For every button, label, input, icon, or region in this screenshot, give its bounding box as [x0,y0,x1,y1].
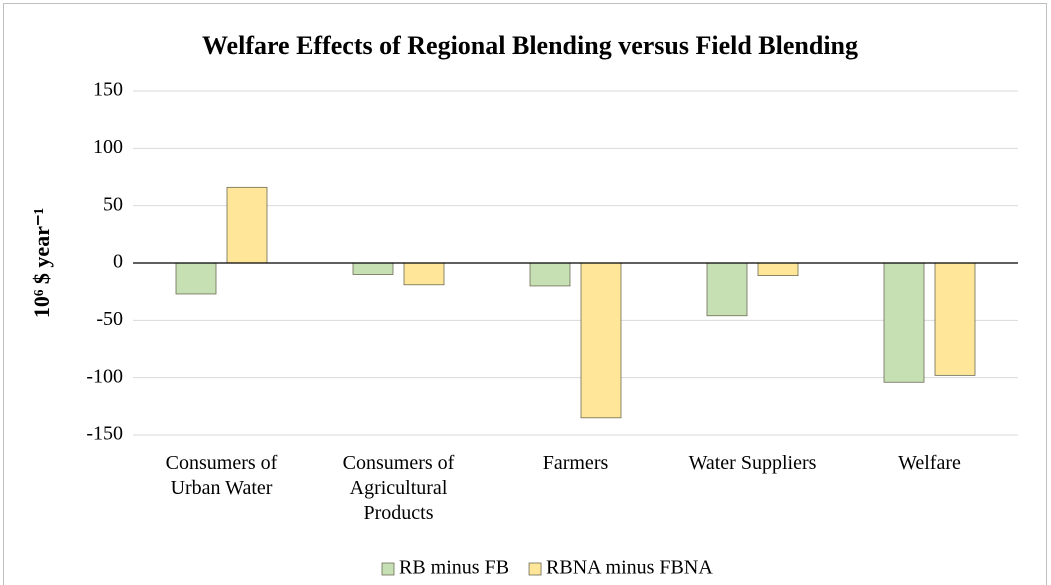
legend-label: RB minus FB [399,557,509,579]
legend-swatch [528,562,542,576]
x-tick-label: Consumers of Urban Water [165,452,278,499]
legend-swatch [381,562,395,576]
y-tick-label: -150 [86,423,123,445]
x-tick-label: Consumers of Agricultural Products [342,452,455,524]
y-tick-label: 100 [93,136,123,158]
y-tick-label: 150 [93,79,123,101]
bar [352,262,394,275]
bar [934,262,976,376]
x-tick-label: Water Suppliers [688,452,817,474]
x-tick-label: Welfare [898,452,961,474]
bar [226,186,268,264]
legend-label: RBNA minus FBNA [546,557,713,579]
bar [529,262,571,287]
bar [706,262,748,317]
y-tick-label: -50 [96,308,123,330]
y-tick-label: -100 [86,365,123,387]
bar [883,262,925,383]
bar [580,262,622,419]
chart-title: Welfare Effects of Regional Blending ver… [202,31,858,60]
y-axis-label: 10⁶ $ year⁻¹ [29,208,54,318]
bar [175,262,217,295]
y-tick-label: 0 [113,251,123,273]
x-tick-label: Farmers [542,452,609,474]
bar [403,262,445,286]
y-tick-label: 50 [103,193,123,215]
bar [757,262,799,277]
